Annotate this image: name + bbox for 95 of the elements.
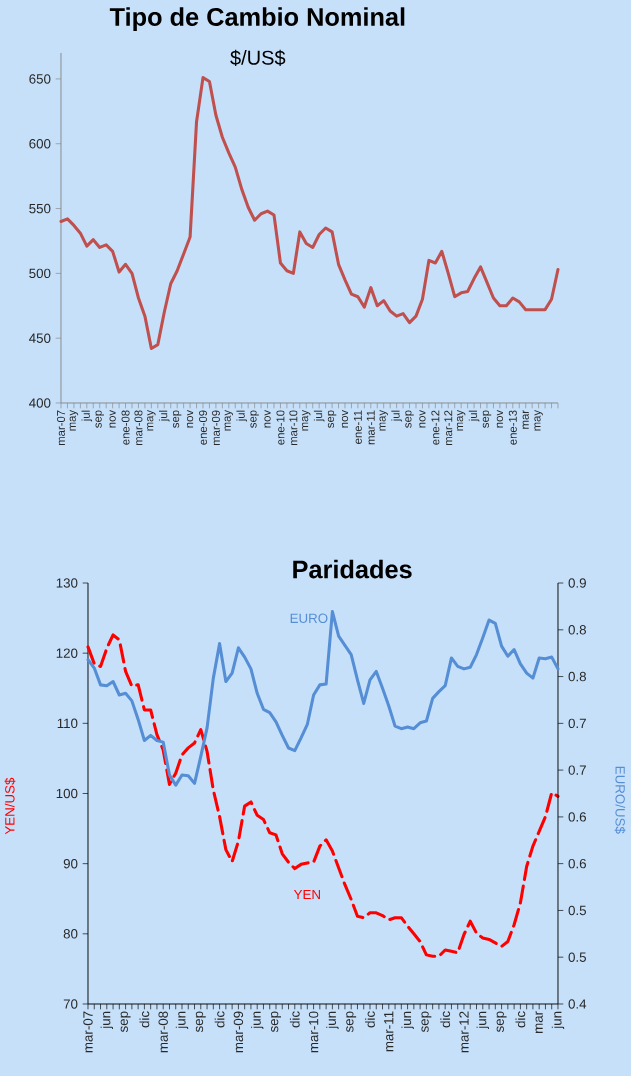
x-tick-label: jul bbox=[158, 410, 170, 422]
y-tick-label: 90 bbox=[63, 858, 78, 869]
x-tick-label: jun bbox=[326, 1011, 339, 1030]
x-tick-label: ene-12 bbox=[431, 410, 440, 445]
x-tick-label: may bbox=[224, 409, 234, 431]
y2-tick-label: 0.5 bbox=[568, 905, 587, 916]
y2-tick-label: 0.8 bbox=[568, 625, 586, 635]
series-label: EURO bbox=[290, 613, 328, 624]
x-tick-label: sep bbox=[120, 1011, 131, 1033]
x-tick-label: jun bbox=[551, 1011, 565, 1030]
x-tick-label: mar-12 bbox=[459, 1011, 469, 1053]
y-tick-label: 100 bbox=[56, 788, 78, 799]
y-tick-label: 650 bbox=[29, 74, 51, 84]
x-tick-label: may bbox=[302, 409, 311, 431]
x-tick-label: mar-08 bbox=[158, 1011, 168, 1053]
y2-tick-label: 0.6 bbox=[568, 858, 586, 869]
x-tick-label: mar-08 bbox=[134, 410, 143, 446]
x-tick-label: sep bbox=[195, 1011, 206, 1033]
x-tick-label: dic bbox=[440, 1011, 451, 1028]
y-tick-label: 500 bbox=[29, 268, 51, 279]
series-label: YEN bbox=[293, 889, 320, 900]
x-tick-label: jul bbox=[313, 410, 325, 422]
x-tick-label: nov bbox=[341, 409, 349, 428]
x-tick-label: mar-09 bbox=[211, 410, 220, 446]
x-tick-label: jul bbox=[236, 410, 247, 422]
y2-tick-label: 0.8 bbox=[568, 671, 586, 682]
y2-tick-label: 0.7 bbox=[568, 765, 586, 775]
x-tick-label: ene-10 bbox=[276, 410, 285, 445]
x-tick-label: jun bbox=[476, 1011, 489, 1030]
chart-title: Tipo de Cambio Nominal bbox=[109, 7, 405, 31]
x-tick-label: sep bbox=[421, 1011, 432, 1033]
x-tick-label: sep bbox=[496, 1011, 507, 1033]
y2-tick-label: 0.7 bbox=[568, 718, 586, 729]
x-tick-label: sep bbox=[327, 410, 337, 428]
x-tick-label: sep bbox=[250, 410, 259, 428]
x-tick-label: sep bbox=[346, 1011, 357, 1033]
x-tick-label: may bbox=[147, 409, 156, 431]
y-tick-label: 110 bbox=[57, 718, 78, 729]
x-tick-label: jul bbox=[468, 410, 480, 422]
y-tick-label: 550 bbox=[29, 203, 51, 214]
x-tick-label: mar-09 bbox=[233, 1011, 244, 1053]
x-tick-label: jun bbox=[250, 1011, 264, 1030]
x-tick-label: jun bbox=[100, 1011, 113, 1030]
x-tick-label: mar-10 bbox=[289, 410, 298, 446]
x-tick-label: mar bbox=[535, 1011, 543, 1034]
y-tick-label: 450 bbox=[29, 333, 51, 343]
x-tick-label: may bbox=[69, 409, 79, 431]
x-tick-label: jun bbox=[401, 1011, 414, 1030]
x-tick-label: jul bbox=[391, 410, 402, 422]
y2-tick-label: 0.5 bbox=[568, 952, 587, 962]
x-tick-label: ene-08 bbox=[121, 410, 130, 445]
y-tick-label: 120 bbox=[56, 648, 78, 658]
y2-tick-label: 0.9 bbox=[568, 578, 586, 588]
x-tick-label: jun bbox=[175, 1011, 189, 1030]
x-tick-label: may bbox=[456, 409, 466, 431]
x-tick-label: sep bbox=[172, 410, 182, 428]
x-tick-label: ene-13 bbox=[508, 410, 517, 445]
chart-title: Paridades bbox=[293, 559, 412, 579]
y-tick-label: 130 bbox=[56, 578, 78, 588]
x-tick-label: mar-11 bbox=[384, 1011, 394, 1052]
y-tick-label: 80 bbox=[63, 929, 78, 939]
x-tick-label: ene-11 bbox=[353, 410, 362, 444]
x-tick-label: nov bbox=[109, 409, 116, 428]
x-tick-label: mar-07 bbox=[83, 1011, 93, 1053]
x-tick-label: nov bbox=[419, 409, 426, 428]
y-tick-label: 400 bbox=[29, 398, 51, 408]
x-tick-label: jul bbox=[81, 410, 93, 422]
x-tick-label: dic bbox=[214, 1011, 225, 1028]
x-tick-label: may bbox=[379, 409, 388, 431]
y2-axis-title: EURO/US$ bbox=[614, 766, 626, 834]
x-tick-label: nov bbox=[186, 409, 194, 428]
x-tick-label: mar bbox=[522, 410, 529, 429]
x-tick-label: sep bbox=[405, 410, 414, 428]
x-tick-label: mar-07 bbox=[57, 410, 66, 446]
y-tick-label: 70 bbox=[63, 999, 78, 1009]
x-tick-label: may bbox=[534, 409, 543, 431]
x-tick-label: nov bbox=[496, 409, 503, 428]
x-tick-label: dic bbox=[139, 1011, 150, 1028]
y2-tick-label: 0.6 bbox=[568, 812, 586, 822]
y2-tick-label: 0.4 bbox=[568, 999, 587, 1009]
x-tick-label: mar-12 bbox=[444, 410, 453, 446]
x-tick-label: dic bbox=[365, 1011, 375, 1028]
x-tick-label: mar-11 bbox=[366, 410, 375, 445]
line-series bbox=[86, 610, 560, 787]
x-tick-label: dic bbox=[515, 1011, 526, 1028]
x-tick-label: ene-09 bbox=[198, 410, 207, 445]
x-tick-label: mar-10 bbox=[308, 1011, 319, 1053]
y-axis-title: YEN/US$ bbox=[4, 777, 16, 835]
x-tick-label: dic bbox=[289, 1011, 300, 1028]
x-tick-label: nov bbox=[264, 409, 271, 428]
y-tick-label: 600 bbox=[29, 139, 51, 149]
x-tick-label: sep bbox=[482, 410, 492, 428]
x-tick-label: sep bbox=[271, 1011, 281, 1033]
chart-subtitle: $/US$ bbox=[230, 49, 286, 66]
x-tick-label: sep bbox=[95, 410, 104, 428]
